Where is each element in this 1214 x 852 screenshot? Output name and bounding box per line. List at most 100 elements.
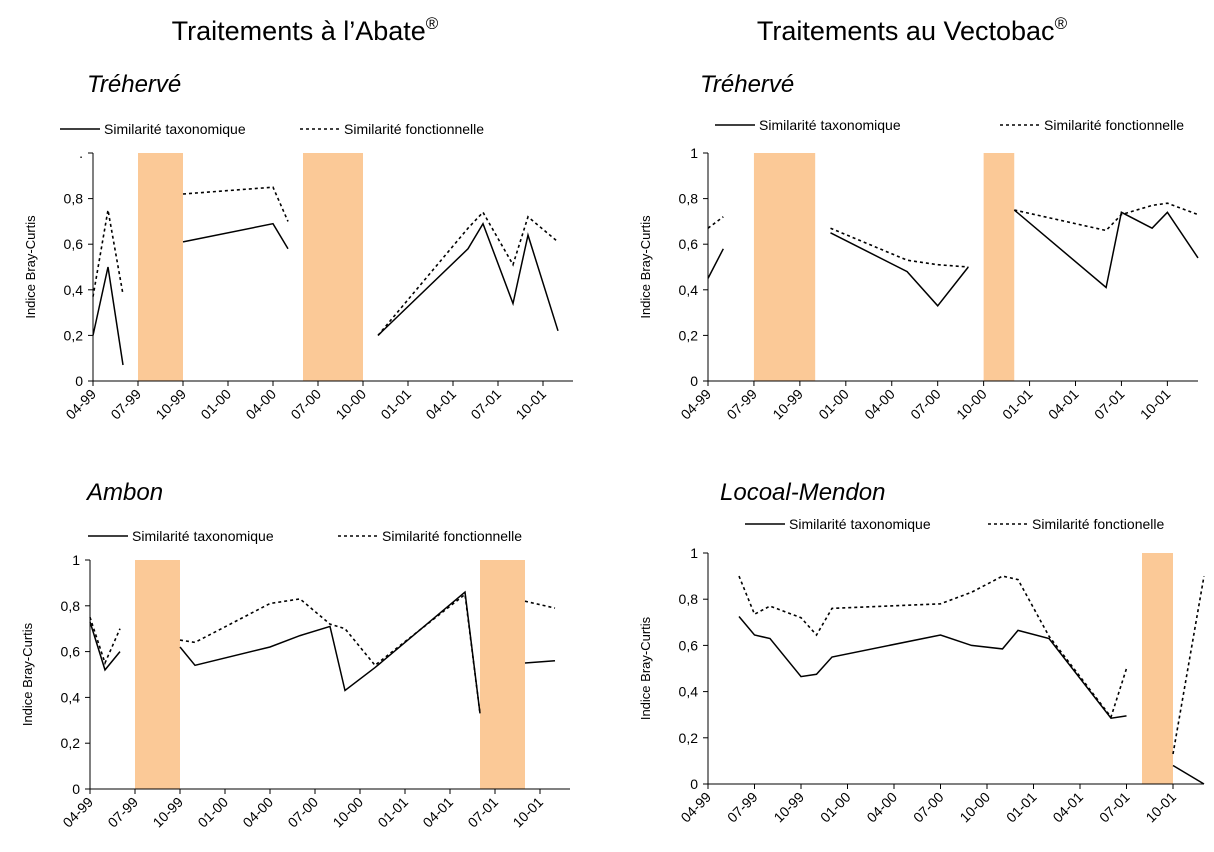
treatment-band (1142, 553, 1173, 784)
panel-title: Tréhervé (87, 71, 181, 98)
x-tick-label: 04-99 (677, 386, 714, 423)
legend-label: Similarité fonctionelle (1032, 516, 1164, 532)
y-tick-label: 1 (690, 145, 698, 161)
x-tick-label: 04-01 (419, 794, 456, 831)
y-axis-label: Indice Bray-Curtis (20, 622, 35, 726)
series-line (707, 248, 724, 279)
legend-label: Similarité fonctionnelle (344, 121, 484, 137)
y-axis-label: Indice Bray-Curtis (23, 215, 38, 319)
x-tick-label: 10-00 (956, 789, 993, 826)
legend-label: Similarité taxonomique (132, 528, 274, 544)
series-line (377, 221, 559, 336)
x-tick-label: 04-99 (59, 794, 96, 831)
y-tick-label: 1 (72, 552, 80, 568)
series-line (182, 222, 289, 250)
x-tick-label: 07-01 (1096, 789, 1133, 826)
legend-label: Similarité fonctionnelle (382, 528, 522, 544)
x-tick-label: 01-01 (374, 794, 411, 831)
y-tick-label: . (79, 145, 83, 161)
series-line (1172, 575, 1205, 755)
x-tick-label: 10-00 (332, 386, 369, 423)
treatment-band (303, 153, 363, 381)
x-tick-label: 04-01 (1049, 789, 1086, 826)
series-line (179, 592, 481, 714)
series-line (524, 600, 556, 609)
legend-label: Similarité fonctionnelle (1044, 117, 1184, 133)
heading: Traitements au Vectobac® (757, 14, 1068, 46)
legend-label: Similarité taxonomique (759, 117, 901, 133)
series-line (179, 590, 481, 714)
y-axis-label: Indice Bray-Curtis (638, 616, 653, 720)
legend-label: Similarité taxonomique (104, 121, 246, 137)
legend-label: Similarité taxonomique (789, 516, 931, 532)
heading-text: Traitements au Vectobac (757, 16, 1055, 46)
x-tick-label: 10-99 (149, 794, 186, 831)
x-tick-label: 04-00 (861, 386, 898, 423)
series-line (92, 266, 124, 366)
y-tick-label: 0,8 (61, 598, 81, 614)
x-tick-label: 01-00 (194, 794, 231, 831)
x-tick-label: 10-01 (512, 386, 549, 423)
x-tick-label: 07-00 (287, 386, 324, 423)
y-tick-label: 0,2 (679, 327, 699, 343)
y-tick-label: 0 (72, 781, 80, 797)
x-tick-label: 07-99 (107, 386, 144, 423)
y-tick-label: 0 (75, 373, 83, 389)
x-tick-label: 07-99 (723, 386, 760, 423)
y-tick-label: 0,4 (679, 684, 699, 700)
x-tick-label: 07-00 (910, 789, 947, 826)
y-tick-label: 0 (690, 776, 698, 792)
treatment-band (138, 153, 183, 381)
y-tick-label: 0,6 (61, 644, 81, 660)
x-tick-label: 04-01 (1045, 386, 1082, 423)
treatment-band (135, 560, 180, 789)
y-axis-label: Indice Bray-Curtis (638, 215, 653, 319)
series-line (89, 617, 121, 666)
x-tick-label: 04-00 (242, 386, 279, 423)
series-line (377, 210, 559, 336)
y-tick-label: 0,2 (61, 735, 81, 751)
panel-title: Locoal-Mendon (720, 479, 885, 506)
series-line (707, 216, 724, 229)
x-tick-label: 10-99 (770, 789, 807, 826)
x-tick-label: 07-01 (467, 386, 504, 423)
x-tick-label: 04-01 (422, 386, 459, 423)
x-tick-label: 10-00 (329, 794, 366, 831)
series-line (1014, 202, 1199, 232)
x-tick-label: 07-99 (724, 789, 761, 826)
x-tick-label: 01-00 (197, 386, 234, 423)
series-line (89, 621, 121, 672)
y-tick-label: 0,8 (64, 191, 84, 207)
x-tick-label: 10-01 (509, 794, 546, 831)
x-tick-label: 07-01 (464, 794, 501, 831)
heading: Traitements à l’Abate® (172, 14, 439, 46)
x-tick-label: 07-01 (1091, 386, 1128, 423)
y-tick-label: 0,4 (61, 689, 81, 705)
y-tick-label: 0,6 (64, 236, 84, 252)
heading-mark: ® (426, 14, 439, 33)
treatment-band (983, 153, 1015, 381)
x-tick-label: 04-00 (863, 789, 900, 826)
series-line (1172, 764, 1205, 785)
x-tick-label: 04-00 (239, 794, 276, 831)
series-line (738, 616, 1127, 720)
x-tick-label: 07-99 (104, 794, 141, 831)
y-tick-label: 0,8 (679, 591, 699, 607)
x-tick-label: 01-01 (999, 386, 1036, 423)
series-line (182, 186, 289, 222)
x-tick-label: 10-99 (152, 386, 189, 423)
series-line (738, 575, 1128, 719)
y-tick-label: 0,8 (679, 191, 699, 207)
treatment-band (480, 560, 525, 789)
y-tick-label: 0,6 (679, 236, 699, 252)
x-tick-label: 10-99 (769, 386, 806, 423)
panel-title: Ambon (85, 479, 163, 506)
y-tick-label: 0,4 (679, 282, 699, 298)
x-tick-label: 10-00 (953, 386, 990, 423)
x-tick-label: 04-99 (677, 789, 714, 826)
x-tick-label: 01-01 (1003, 789, 1040, 826)
y-tick-label: 0,4 (64, 282, 84, 298)
series-line (830, 227, 969, 268)
x-tick-label: 01-01 (377, 386, 414, 423)
